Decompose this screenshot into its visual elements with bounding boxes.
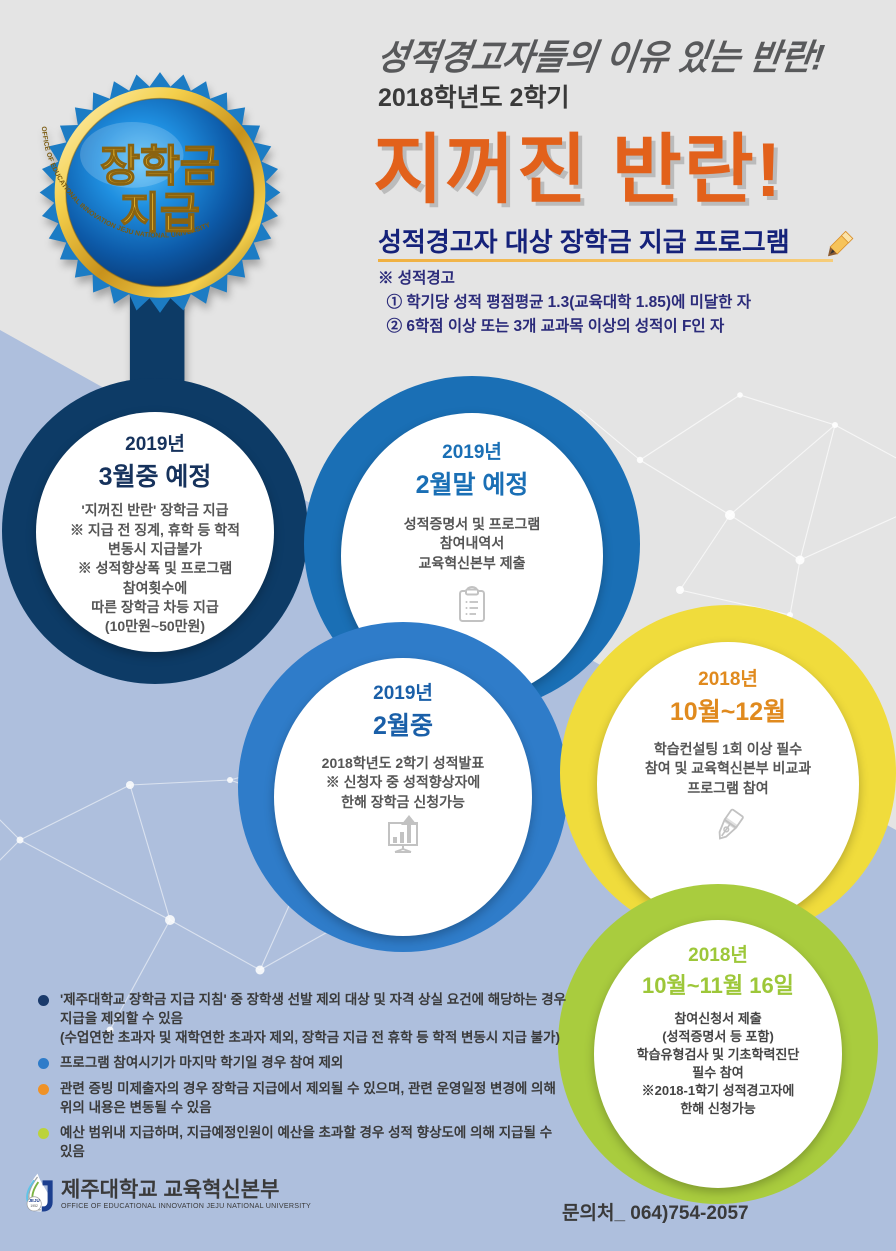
svg-text:제주대학교 교육혁신본부: 제주대학교 교육혁신본부 [61,1178,279,1201]
svg-text:지급: 지급 [120,190,200,238]
svg-text:OFFICE OF EDUCATIONAL INNOVATI: OFFICE OF EDUCATIONAL INNOVATION JEJU NA… [61,1202,311,1210]
svg-text:1952: 1952 [30,1204,38,1208]
svg-text:장학금: 장학금 [100,143,219,191]
svg-text:JEJU: JEJU [29,1198,40,1203]
